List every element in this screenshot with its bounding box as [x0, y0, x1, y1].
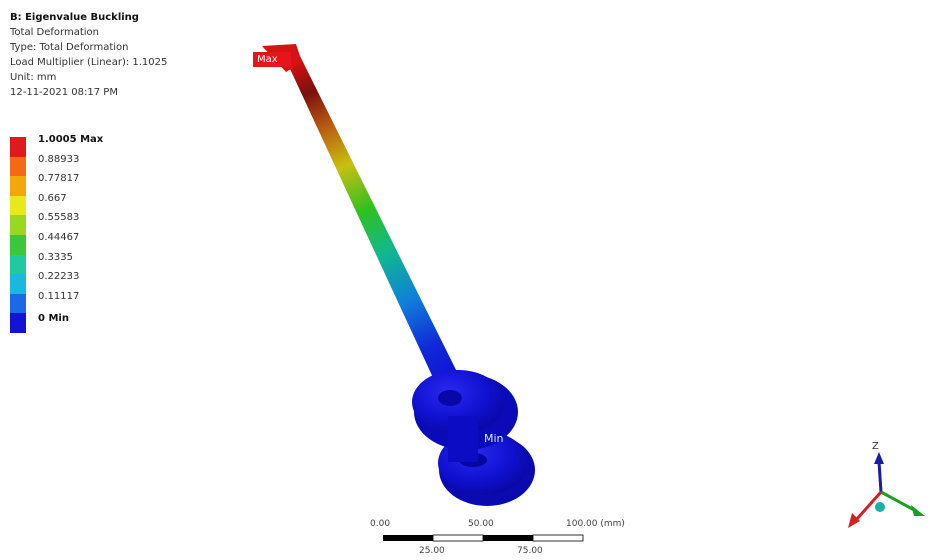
legend-swatch [10, 274, 26, 294]
legend-swatch [10, 313, 26, 333]
arm-body [285, 56, 470, 410]
y-axis [880, 490, 917, 513]
upper-hub-bore [438, 390, 462, 406]
legend-label: 0.77817 [38, 173, 80, 185]
legend-label: 1.0005 Max [38, 134, 104, 145]
legend-label: 0.88933 [38, 153, 80, 165]
analysis-title: B: Eigenvalue Buckling [10, 12, 139, 23]
scale-label-75: 75.00 [517, 546, 543, 556]
scale-label-50: 50.00 [468, 519, 494, 529]
legend-swatch [10, 293, 26, 314]
scale-label-0: 0.00 [370, 519, 391, 529]
unit-label: Unit: mm [10, 72, 57, 83]
scale-seg-4 [532, 534, 584, 542]
legend-swatch [10, 254, 26, 275]
scale-seg-1 [383, 535, 433, 541]
legend-label: 0.11117 [38, 290, 80, 302]
legend-swatch [10, 215, 26, 235]
min-probe-tag[interactable]: Min [484, 432, 504, 445]
z-axis-label: Z [872, 441, 879, 452]
legend-label: 0.3335 [38, 251, 73, 263]
legend-swatch [10, 234, 26, 255]
result-type: Type: Total Deformation [10, 42, 129, 53]
timestamp: 12-11-2021 08:17 PM [10, 87, 118, 98]
legend-swatch [10, 156, 26, 177]
y-axis-arrow-icon [911, 505, 925, 516]
legend-min-label: 0 Min [38, 313, 69, 324]
legend-label: 0.22233 [38, 271, 80, 283]
max-probe-tag[interactable]: Max [253, 52, 291, 67]
shaft [448, 416, 478, 462]
result-name: Total Deformation [10, 27, 99, 38]
load-multiplier: Load Multiplier (Linear): 1.1025 [10, 57, 168, 68]
z-axis [877, 461, 883, 493]
z-axis-arrow-icon [874, 452, 884, 464]
triad-origin-icon [875, 502, 885, 512]
x-axis [854, 491, 883, 521]
scale-label-25: 25.00 [419, 546, 445, 556]
scale-label-100: 100.00 (mm) [566, 519, 625, 529]
legend-swatch [10, 176, 26, 196]
legend-swatch [10, 137, 26, 157]
legend-swatch [10, 195, 26, 216]
result-info: B: Eigenvalue Buckling Total Deformation… [10, 10, 167, 100]
x-axis-arrow-icon [848, 513, 860, 528]
legend-label: 0.667 [38, 192, 67, 204]
legend-label: 0.55583 [38, 212, 80, 224]
legend-label: 0.44467 [38, 231, 80, 243]
scale-seg-3 [483, 535, 533, 541]
